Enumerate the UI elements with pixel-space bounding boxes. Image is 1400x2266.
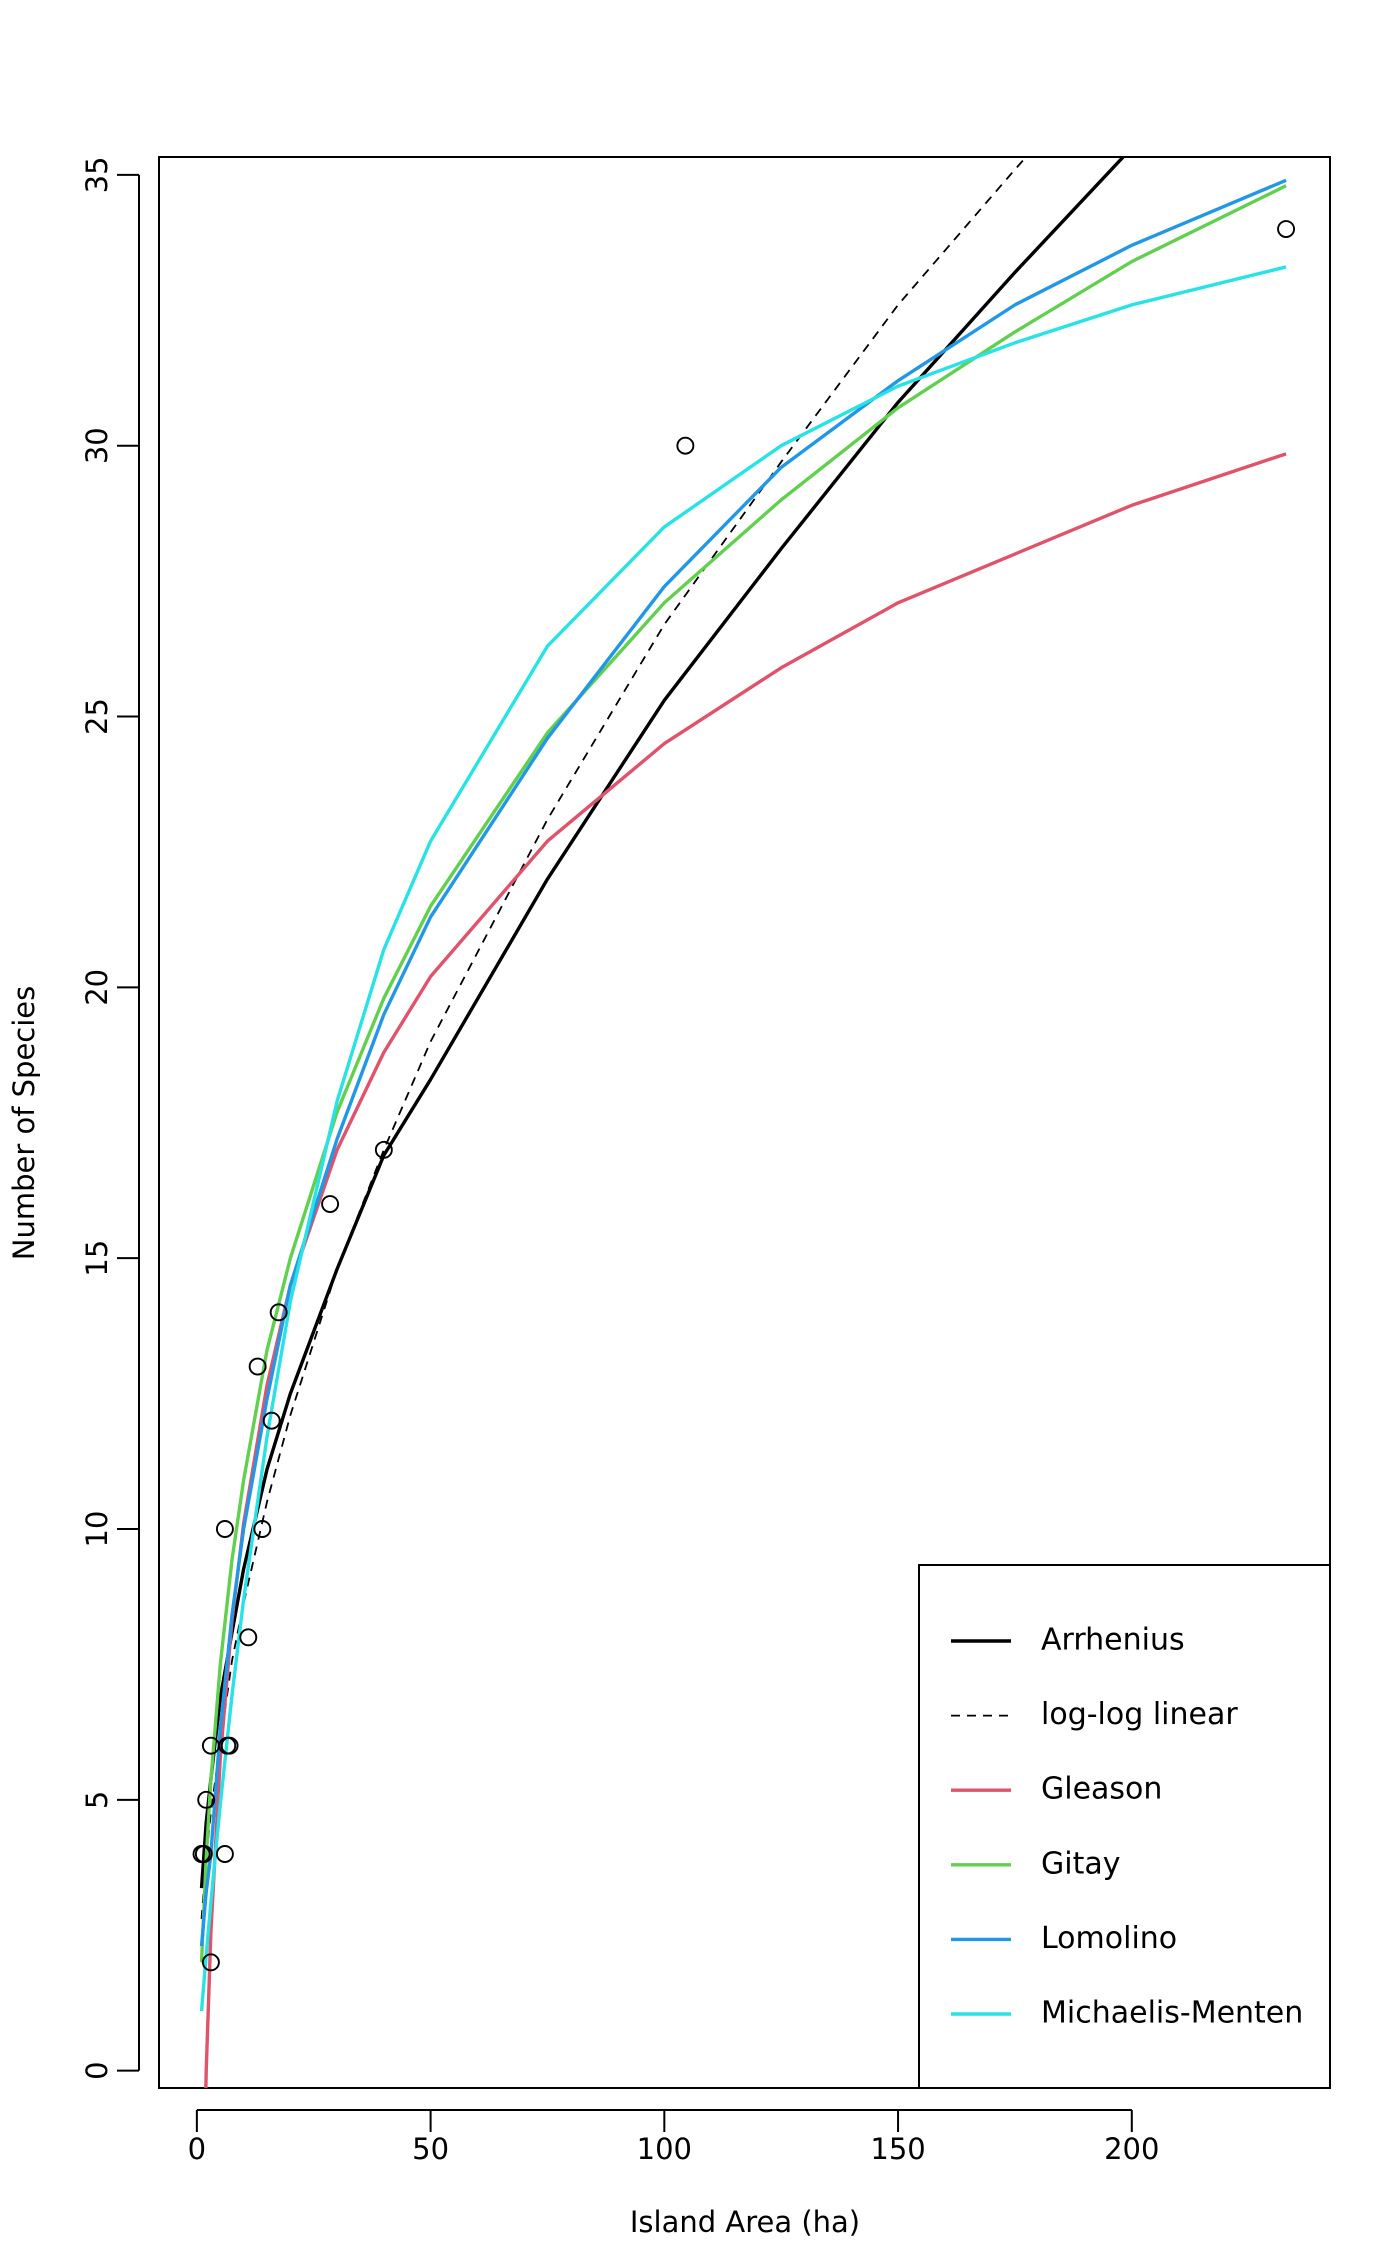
data-point [676,436,695,455]
data-point [215,1520,234,1538]
data-point [220,1736,239,1755]
data-point [253,1520,272,1538]
y-tick-label: 35 [80,156,114,193]
y-tick-label: 20 [80,969,114,1006]
fit-curve [204,452,1287,2088]
legend-label: Arrhenius [1041,1623,1185,1658]
curves [199,157,1287,2088]
data-point [197,1790,216,1809]
x-tick-label: 150 [870,2132,925,2166]
data-point [262,1411,281,1430]
plot-frame [158,156,1331,2089]
y-tick-label: 0 [80,2061,114,2079]
legend-label: Michaelis-Menten [1041,1996,1303,2031]
x-tick-label: 200 [1104,2132,1159,2166]
data-point [201,1953,220,1972]
y-tick-label: 15 [80,1240,114,1277]
data-point [248,1357,267,1376]
legend-label: Gitay [1041,1846,1120,1881]
y-tick-label: 30 [80,427,114,464]
y-tick-label: 25 [80,698,114,735]
legend-label: Lomolino [1041,1921,1177,1956]
x-axis-label: Island Area (ha) [630,2205,860,2239]
y-tick-label: 5 [80,1791,114,1809]
data-point [194,1845,213,1863]
x-tick-label: 0 [188,2132,206,2166]
fit-curve [199,184,1287,1963]
y-tick-label: 10 [80,1511,114,1548]
data-point [269,1303,288,1322]
fit-curve [199,265,1287,2012]
data-point [239,1628,258,1647]
legend-label: Gleason [1041,1772,1162,1807]
x-tick-label: 100 [637,2132,692,2166]
data-point [201,1736,220,1755]
legend-label: log-log linear [1041,1697,1238,1732]
data-point [374,1140,393,1159]
fit-curve [199,178,1287,1947]
legend-box [918,1564,1331,2089]
x-tick-label: 50 [412,2132,449,2166]
data-point [321,1195,340,1213]
data-point [1277,220,1296,238]
data-point [215,1845,234,1863]
y-axis-label: Number of Species [7,986,41,1261]
